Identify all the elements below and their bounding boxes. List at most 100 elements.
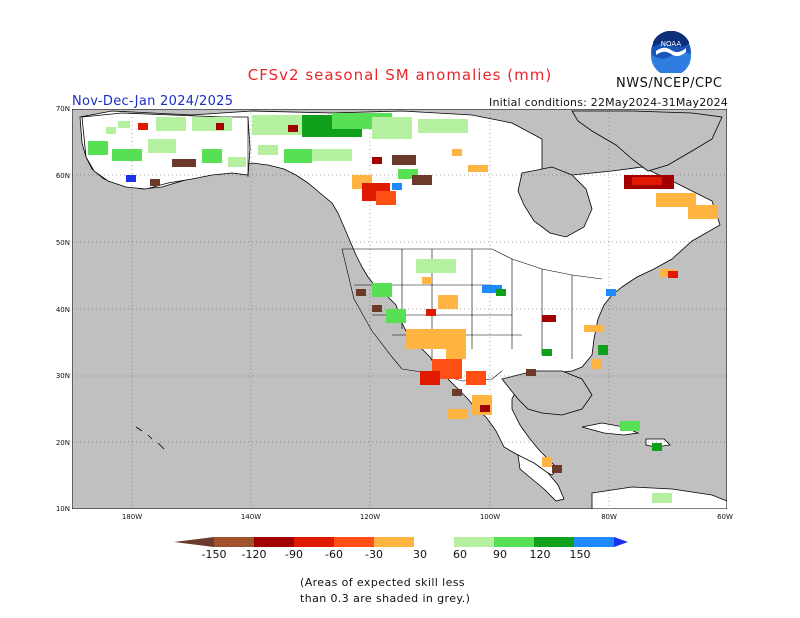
- anomaly-cell: [652, 443, 662, 451]
- logo-text: NOAA: [661, 40, 682, 48]
- cuba: [581, 422, 640, 436]
- anomaly-cell: [372, 157, 382, 164]
- lat-label: 40N: [55, 306, 70, 314]
- anomaly-cell: [452, 149, 462, 156]
- skill-note-line1: (Areas of expected skill less: [300, 576, 466, 589]
- central-america: [517, 454, 565, 502]
- anomaly-cell: [584, 325, 604, 332]
- anomaly-cell: [258, 145, 278, 155]
- agency-label: NWS/NCEP/CPC: [616, 76, 723, 91]
- map-title: CFSv2 seasonal SM anomalies (mm): [247, 66, 553, 84]
- colorbar-swatch: [414, 537, 454, 547]
- anomaly-cell: [542, 457, 552, 467]
- anomaly-cell: [398, 169, 418, 179]
- anomaly-cell: [552, 465, 562, 473]
- lon-label: 80W: [601, 513, 617, 521]
- colorbar-swatch: [214, 537, 254, 547]
- anomaly-cell: [138, 123, 148, 130]
- colorbar-label: -120: [241, 548, 267, 561]
- colorbar-label: 120: [529, 548, 551, 561]
- greenland-land: [571, 110, 723, 172]
- anomaly-cell: [466, 371, 486, 385]
- anomaly-cell: [288, 125, 298, 132]
- initial-conditions: Initial conditions: 22May2024-31May2024: [489, 96, 728, 109]
- hudson-bay: [517, 166, 593, 238]
- anomaly-cell: [192, 117, 232, 131]
- lon-label: 120W: [359, 513, 381, 521]
- anomaly-cell: [446, 329, 466, 359]
- anomaly-cell: [356, 289, 366, 296]
- anomaly-cell: [312, 149, 352, 161]
- anomaly-cell: [542, 315, 556, 322]
- colorbar-label: 90: [493, 548, 507, 561]
- anomaly-cell: [88, 141, 108, 155]
- grid-lines: [72, 109, 727, 509]
- anomaly-cell: [652, 493, 672, 503]
- anomaly-cell: [112, 149, 142, 161]
- lon-label: 140W: [240, 513, 262, 521]
- colorbar-swatch: [534, 537, 574, 547]
- colorbar-swatch: [454, 537, 494, 547]
- colorbar-swatch: [294, 537, 334, 547]
- anomaly-cell: [592, 359, 602, 369]
- skill-note-line2: than 0.3 are shaded in grey.): [300, 592, 471, 605]
- anomaly-cells: [88, 113, 718, 503]
- anomaly-cell: [482, 285, 502, 293]
- colorbar-label: 150: [569, 548, 591, 561]
- lon-label: 100W: [479, 513, 501, 521]
- colorbar-swatch: [574, 537, 614, 547]
- anomaly-cell: [598, 345, 608, 355]
- gulf-of-mexico: [501, 370, 593, 416]
- anomaly-cell: [452, 389, 462, 396]
- anomaly-cell: [480, 405, 490, 412]
- anomaly-cell: [392, 155, 416, 165]
- anomaly-cell: [228, 157, 246, 167]
- lon-label: 180W: [121, 513, 143, 521]
- colorbar-label: -30: [365, 548, 383, 561]
- forecast-period: Nov-Dec-Jan 2024/2025: [72, 94, 234, 109]
- lat-label: 60N: [55, 172, 70, 180]
- anomaly-cell: [448, 409, 468, 419]
- colorbar-left-arrow: [174, 537, 214, 547]
- anomaly-cell: [372, 305, 382, 312]
- lat-label: 20N: [55, 439, 70, 447]
- colorbar-right-arrow: [614, 537, 628, 547]
- lat-label: 70N: [55, 105, 70, 113]
- lat-label: 50N: [55, 239, 70, 247]
- colorbar: [174, 537, 628, 547]
- anomaly-cell: [656, 193, 696, 207]
- colorbar-swatch: [254, 537, 294, 547]
- anomaly-cell: [202, 149, 222, 163]
- colorbar-label: 30: [413, 548, 427, 561]
- anomaly-cell: [406, 329, 446, 349]
- anomaly-cell: [386, 309, 406, 323]
- anomaly-cell: [426, 309, 436, 316]
- noaa-logo: NOAA: [651, 31, 691, 73]
- anomaly-cell: [688, 205, 718, 219]
- anomaly-cell: [542, 349, 552, 356]
- colorbar-swatch: [334, 537, 374, 547]
- lat-label: 30N: [55, 372, 70, 380]
- anomaly-cell: [376, 191, 396, 205]
- anomaly-cell: [148, 139, 176, 153]
- anomaly-cell: [526, 369, 536, 376]
- anomaly-cell: [372, 117, 412, 139]
- anomaly-cell: [106, 127, 116, 134]
- anomaly-cell: [126, 175, 136, 182]
- anomaly-cell: [172, 159, 196, 167]
- anomaly-cell: [632, 177, 662, 185]
- anomaly-cell: [496, 289, 506, 296]
- anomaly-cell: [156, 117, 186, 131]
- anomaly-cell: [420, 371, 440, 385]
- anomaly-cell: [118, 121, 130, 128]
- anomaly-cell: [422, 277, 432, 284]
- anomaly-map: [72, 109, 727, 509]
- colorbar-label: 60: [453, 548, 467, 561]
- colorbar-swatch: [374, 537, 414, 547]
- anomaly-cell: [418, 119, 468, 133]
- anomaly-cell: [438, 295, 458, 309]
- anomaly-cell: [284, 149, 312, 163]
- anomaly-cell: [668, 271, 678, 278]
- colorbar-label: -150: [201, 548, 227, 561]
- lon-label: 60W: [717, 513, 733, 521]
